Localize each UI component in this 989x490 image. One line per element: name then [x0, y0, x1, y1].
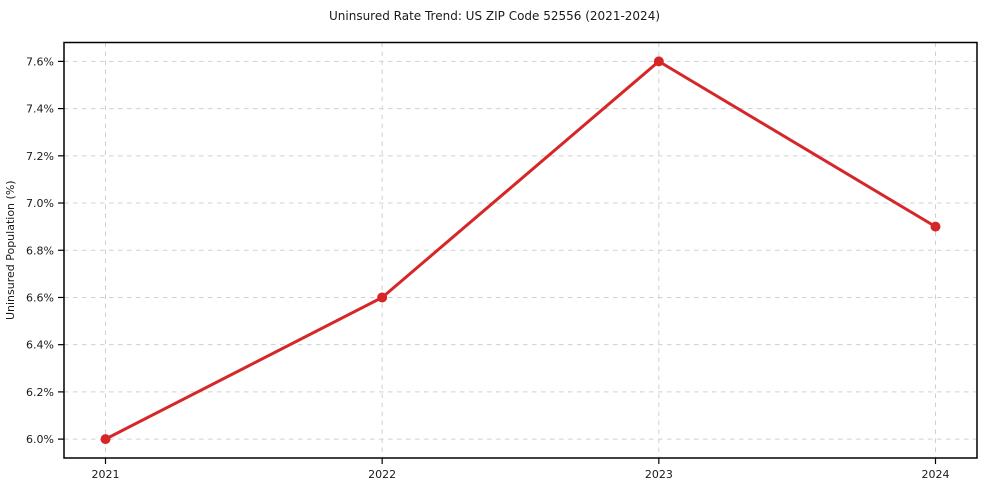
y-tick-label: 6.2%: [26, 386, 54, 399]
y-tick-label: 7.0%: [26, 197, 54, 210]
y-tick-label: 6.0%: [26, 433, 54, 446]
y-tick-label: 7.4%: [26, 103, 54, 116]
data-point-marker: [377, 292, 388, 303]
data-point-marker: [100, 434, 111, 445]
x-tick-label: 2021: [92, 468, 120, 481]
y-tick-label: 6.8%: [26, 244, 54, 257]
y-tick-label: 6.6%: [26, 291, 54, 304]
data-point-marker: [930, 221, 941, 232]
y-tick-label: 6.4%: [26, 339, 54, 352]
y-axis-label: Uninsured Population (%): [4, 180, 17, 320]
x-tick-label: 2022: [368, 468, 396, 481]
chart-title: Uninsured Rate Trend: US ZIP Code 52556 …: [328, 9, 661, 23]
y-tick-label: 7.6%: [26, 55, 54, 68]
trend-line: [104, 59, 937, 441]
data-point-marker: [653, 56, 664, 67]
y-tick-label: 7.2%: [26, 150, 54, 163]
x-tick-label: 2023: [645, 468, 673, 481]
x-tick-label: 2024: [922, 468, 950, 481]
